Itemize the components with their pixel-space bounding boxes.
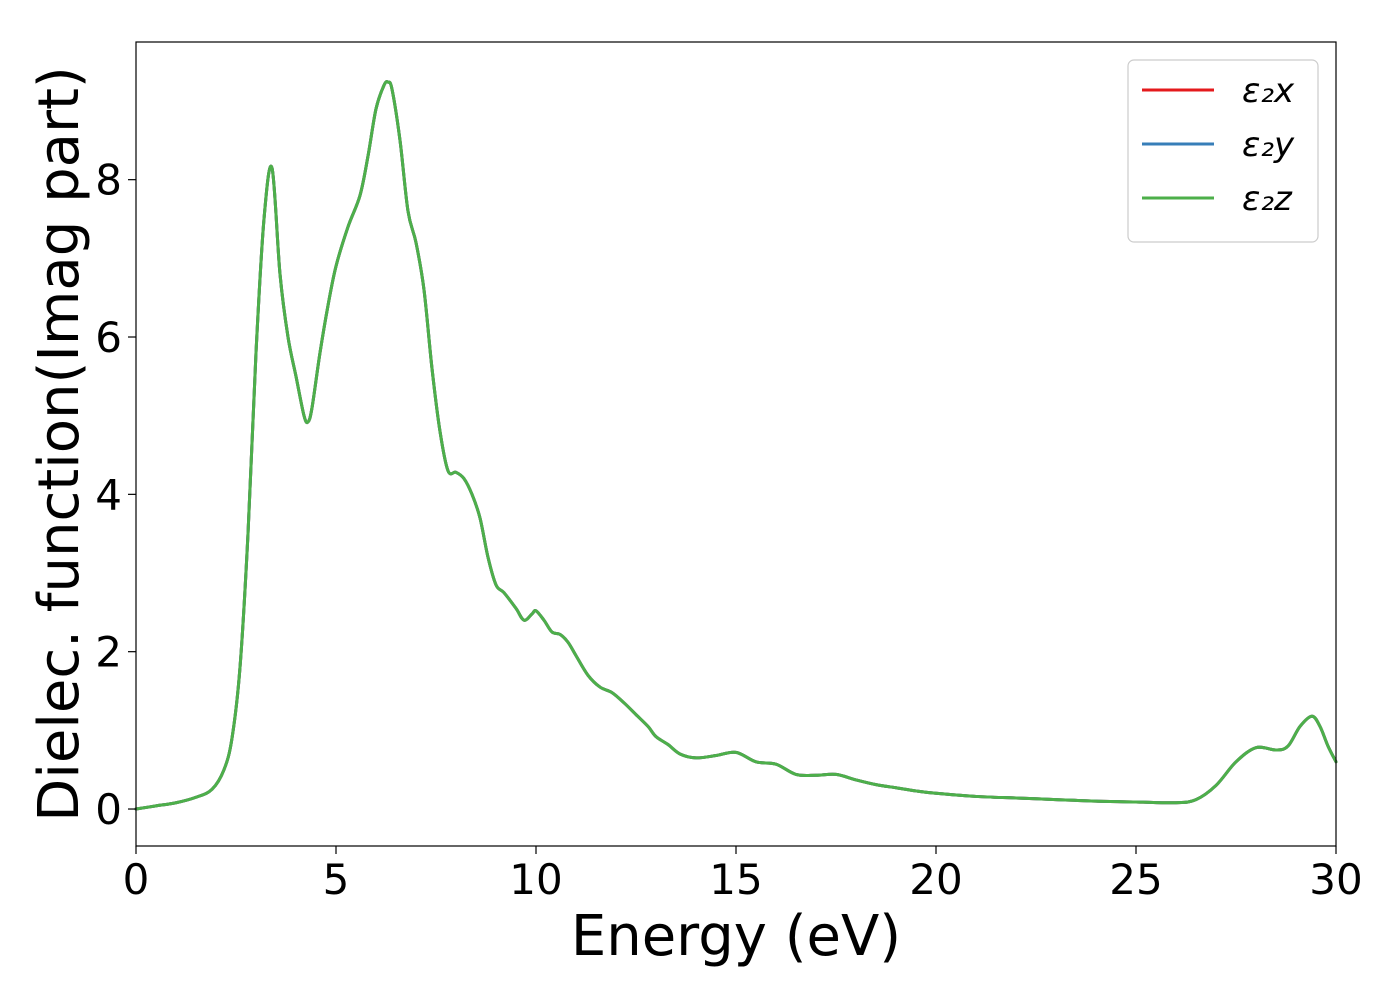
legend: ε₂x ε₂y ε₂z [1127, 59, 1319, 243]
y-axis-ticks: 0 2 4 6 8 [95, 156, 136, 834]
y-tick-label: 4 [95, 470, 122, 519]
legend-label: ε₂x [1242, 71, 1295, 111]
y-axis-label: Dielec. function(Imag part) [27, 66, 92, 822]
x-tick-label: 10 [509, 855, 562, 904]
y-tick-label: 6 [95, 313, 122, 362]
x-tick-label: 15 [709, 855, 762, 904]
x-axis-ticks: 0 5 10 15 20 25 30 [123, 846, 1363, 904]
x-tick-label: 5 [323, 855, 350, 904]
x-tick-label: 30 [1309, 855, 1362, 904]
y-tick-label: 0 [95, 785, 122, 834]
series-layer [134, 80, 1338, 811]
y-tick-label: 8 [95, 156, 122, 205]
x-tick-label: 20 [909, 855, 962, 904]
y-tick-label: 2 [95, 628, 122, 677]
legend-label: ε₂y [1242, 125, 1295, 165]
x-axis-label: Energy (eV) [571, 904, 901, 969]
x-tick-label: 0 [123, 855, 150, 904]
plot-area [134, 41, 1338, 847]
legend-label: ε₂z [1242, 179, 1293, 219]
series-line-3 [134, 80, 1338, 811]
x-tick-label: 25 [1109, 855, 1162, 904]
